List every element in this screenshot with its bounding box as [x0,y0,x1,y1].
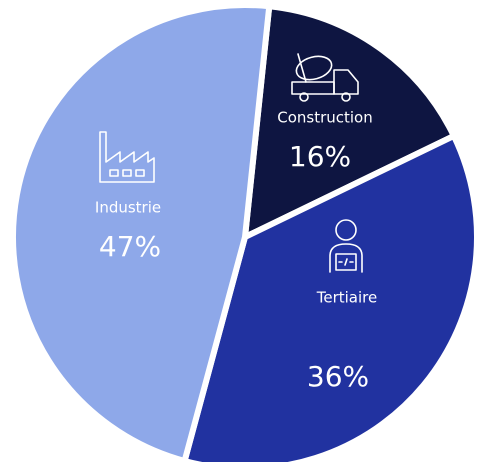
slice-value: 47% [99,230,161,263]
slice-label: Tertiaire [316,289,377,307]
truck-icon [291,53,359,102]
developer-icon [329,219,363,273]
pie-slice [241,2,458,243]
pie-slice [10,2,273,462]
slice-value: 36% [307,360,369,393]
slices [10,2,477,462]
pie-slice [181,131,477,462]
slice-value: 16% [289,140,351,173]
factory-icon [99,131,155,183]
slice-label: Industrie [95,199,161,217]
slice-label: Construction [277,109,373,127]
labels: Construction 16% Tertiaire 36% Industrie 47% [95,109,377,394]
